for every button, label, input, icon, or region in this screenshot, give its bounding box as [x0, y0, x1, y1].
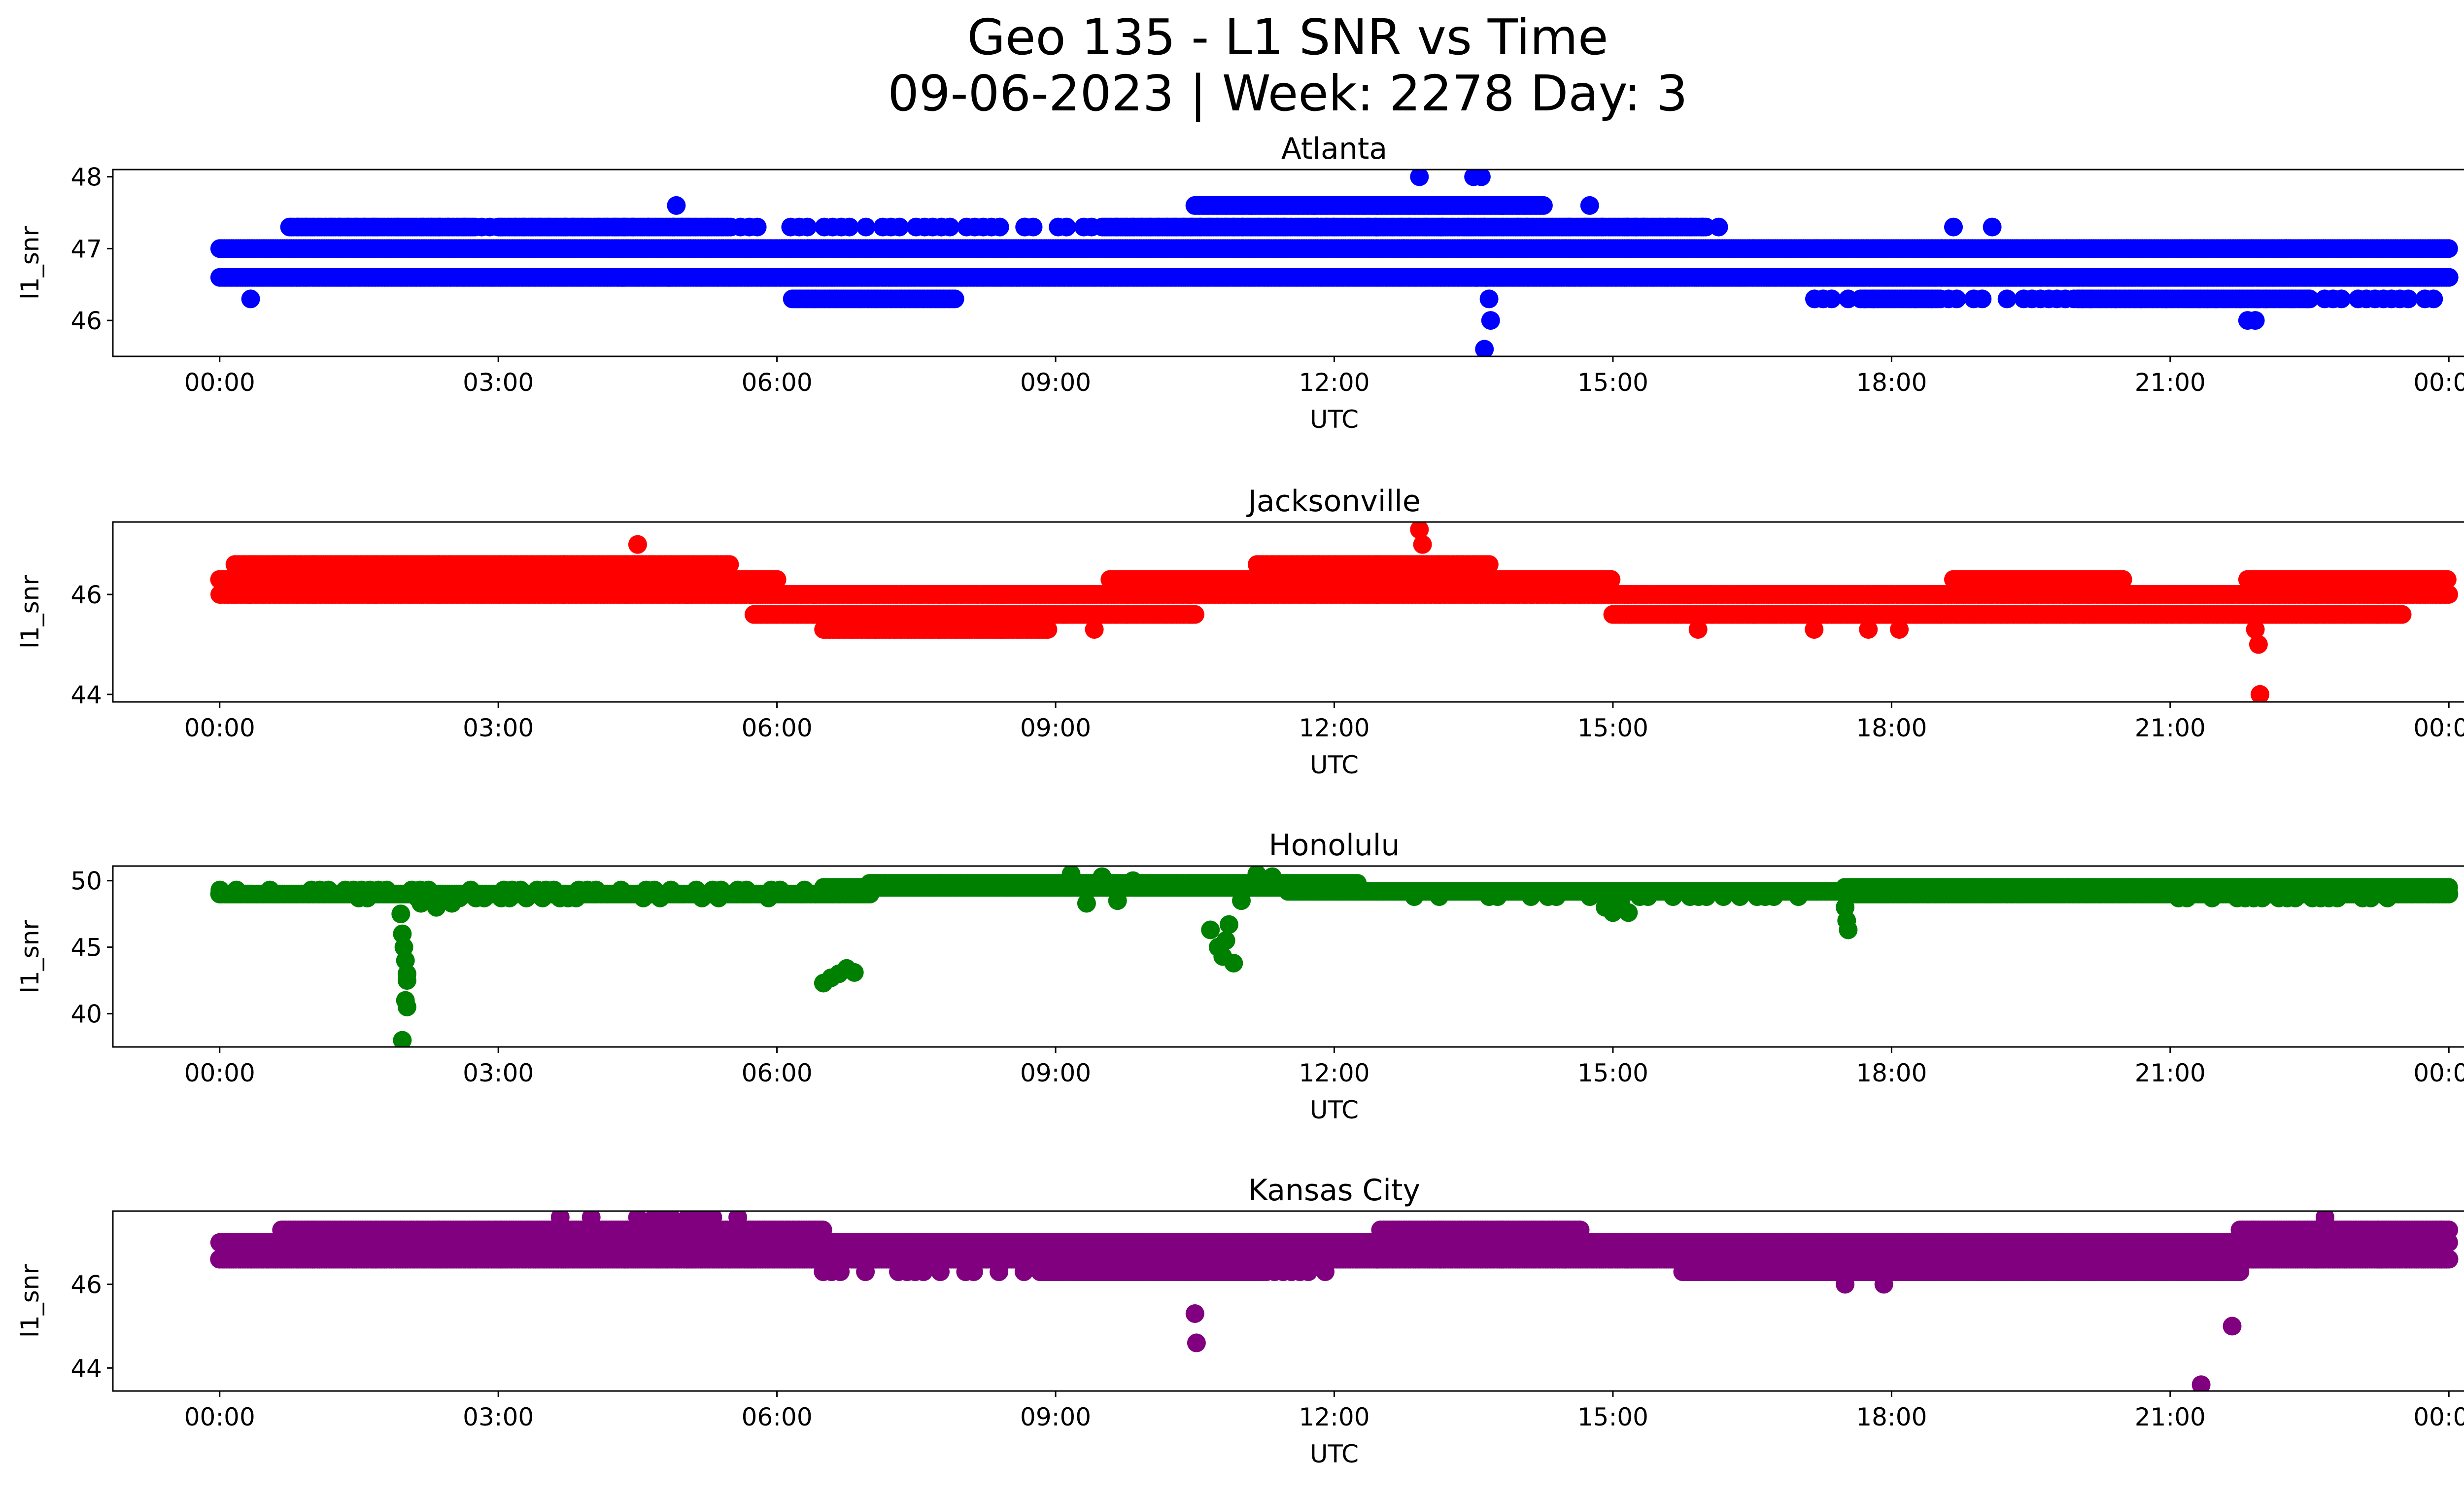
- subplot-jacksonville: 00:00 03:00 06:00 09:00 12:00 15:00 18:00 21:00…: [16, 484, 2464, 779]
- data-point-atlanta-extra: [2246, 311, 2265, 330]
- data-point-atlanta-s8: [2424, 289, 2443, 309]
- data-point-atlanta-extra: [1476, 268, 1496, 287]
- data-point-atlanta-extra: [1410, 170, 1429, 186]
- data-point-jacksonville-s2: [720, 555, 739, 574]
- x-tick-label-atlanta: 09:00: [1020, 368, 1091, 397]
- data-point-jacksonville-s3: [1185, 605, 1204, 624]
- data-point-atlanta-s2: [798, 217, 817, 237]
- subplot-atlanta: 00:00 03:00 06:00 09:00 12:00 15:00 18:00 21:00…: [16, 132, 2464, 434]
- data-point-jacksonville-s0: [2439, 585, 2458, 604]
- data-point-atlanta-s6: [1696, 217, 1715, 237]
- data-points-atlanta: [210, 170, 2459, 356]
- data-point-atlanta-s8: [2332, 289, 2351, 309]
- data-point-atlanta-s9: [1928, 289, 1947, 309]
- y-tick-label-atlanta: 47: [70, 235, 102, 263]
- data-point-atlanta-s8: [1947, 289, 1966, 309]
- subplot-title-atlanta: Atlanta: [1281, 132, 1387, 166]
- data-point-atlanta-extra: [2277, 239, 2296, 258]
- data-point-atlanta-extra: [1479, 289, 1499, 309]
- data-point-atlanta-extra: [1475, 340, 1494, 356]
- data-point-atlanta-extra: [798, 239, 818, 258]
- data-point-atlanta-s8: [2399, 289, 2418, 309]
- x-axis-label-atlanta: UTC: [1310, 405, 1359, 434]
- data-point-atlanta-s2: [940, 217, 959, 237]
- data-point-atlanta-extra: [1394, 239, 1413, 258]
- x-tick-label-atlanta: 03:00: [463, 368, 534, 397]
- data-point-jacksonville-s5: [1602, 570, 1621, 589]
- data-point-atlanta-s2: [1057, 217, 1076, 237]
- data-points-jacksonville: [210, 522, 2458, 702]
- data-point-atlanta-s7: [945, 289, 964, 309]
- x-tick-label-atlanta: 18:00: [1856, 368, 1927, 397]
- x-tick-label-atlanta: 06:00: [742, 368, 813, 397]
- x-tick-label-atlanta: 15:00: [1577, 368, 1648, 397]
- x-tick-label-atlanta: 00:00: [2413, 368, 2464, 397]
- data-point-atlanta-s2: [840, 217, 859, 237]
- x-tick-label-atlanta: 00:00: [184, 368, 255, 397]
- data-point-atlanta-extra: [1580, 196, 1599, 215]
- x-tick-label-atlanta: 21:00: [2135, 368, 2206, 397]
- data-point-jacksonville-s1: [767, 570, 787, 589]
- y-tick-label-atlanta: 46: [70, 307, 102, 335]
- figure-title-line-1: Geo 135 - L1 SNR vs Time: [967, 8, 1608, 66]
- data-point-atlanta-s8: [1822, 289, 1841, 309]
- data-point-atlanta-extra: [1472, 170, 1491, 186]
- data-point-atlanta-extra: [659, 268, 678, 287]
- data-point-atlanta-extra: [1983, 217, 2002, 237]
- data-point-atlanta-extra: [667, 196, 686, 215]
- data-point-atlanta-s8: [1997, 289, 2017, 309]
- y-axis-label-atlanta: l1_snr: [16, 226, 44, 300]
- data-point-atlanta-s3: [466, 217, 484, 237]
- data-point-atlanta-extra: [1944, 217, 1963, 237]
- data-point-atlanta-s0: [2439, 239, 2458, 258]
- data-point-atlanta-s1: [2439, 268, 2459, 287]
- data-point-atlanta-extra: [241, 289, 260, 309]
- y-tick-label-atlanta: 48: [70, 163, 102, 192]
- data-point-atlanta-s2: [990, 217, 1009, 237]
- figure-title-line-2: 09-06-2023 | Week: 2278 Day: 3: [888, 65, 1688, 122]
- data-point-atlanta-extra: [1015, 217, 1034, 237]
- data-point-jacksonville-s6: [1479, 555, 1499, 574]
- data-point-atlanta-s4: [721, 217, 740, 237]
- data-point-atlanta-s2: [890, 217, 909, 237]
- data-point-atlanta-extra: [613, 268, 632, 287]
- data-point-atlanta-s2: [856, 217, 876, 237]
- data-point-atlanta-s8: [1973, 289, 1992, 309]
- x-tick-label-atlanta: 12:00: [1299, 368, 1369, 397]
- data-point-atlanta-s2: [748, 217, 767, 237]
- data-point-atlanta-s10: [2300, 289, 2319, 309]
- data-point-atlanta-extra: [1481, 311, 1500, 330]
- data-point-atlanta-s5: [1534, 196, 1553, 215]
- data-point-atlanta-s2: [1709, 217, 1728, 237]
